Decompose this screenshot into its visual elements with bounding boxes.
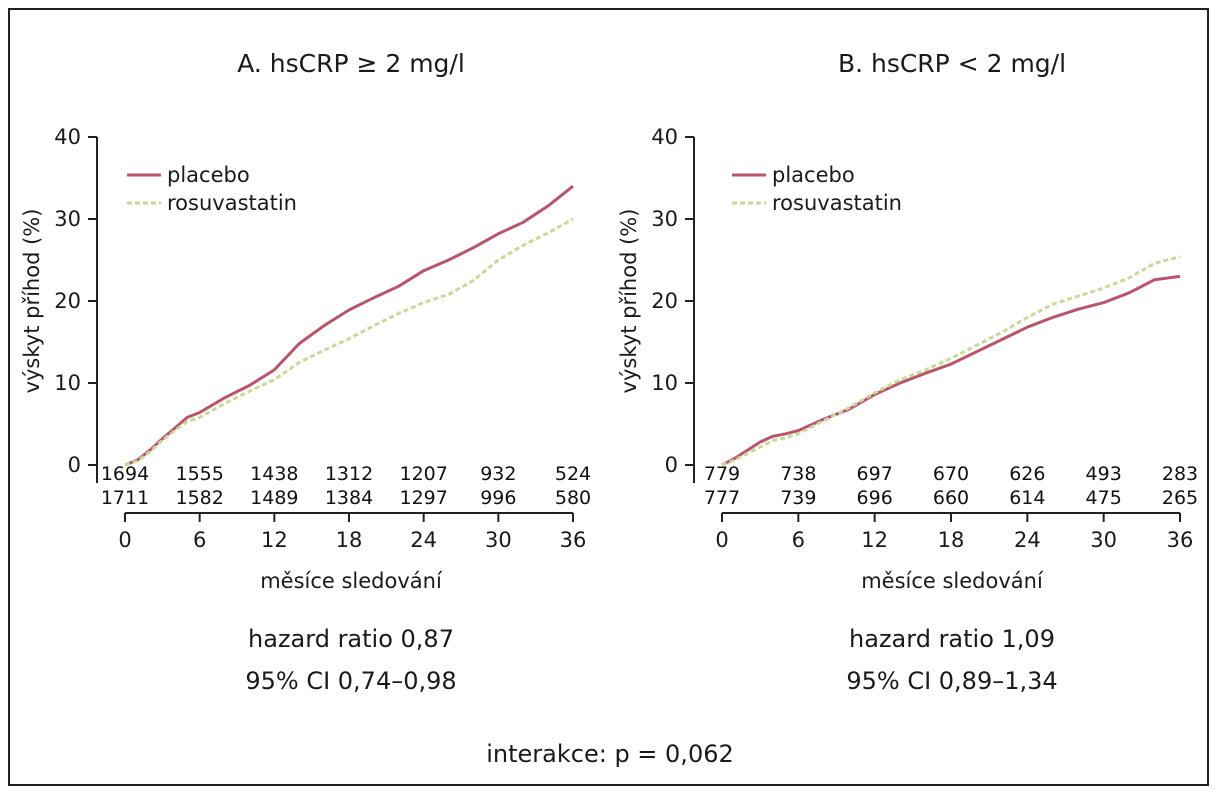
panel-b-y-tick-label: 20 <box>651 289 678 313</box>
panel-b-x-tick-label: 0 <box>715 528 728 552</box>
panel-a-series-rosuvastatin <box>124 217 574 467</box>
panel-a-x-tick-label: 18 <box>336 528 363 552</box>
panel-b-x-axis-label: měsíce sledování <box>861 569 1044 593</box>
panel-b-y-tick-label: 30 <box>651 207 678 231</box>
panel-a-x-tick-label: 30 <box>485 528 512 552</box>
panel-a-legend-label-placebo: placebo <box>167 163 250 187</box>
panel-a-risk-rosuvastatin: 1489 <box>250 487 298 509</box>
panel-b-series-rosuvastatin <box>721 255 1181 467</box>
panel-a-risk-placebo: 932 <box>480 463 516 485</box>
panel-a-risk-rosuvastatin: 1582 <box>175 487 223 509</box>
panel-b-risk-placebo: 697 <box>857 463 893 485</box>
panel-b-y-tick-label: 0 <box>665 453 678 477</box>
figure-frame <box>8 8 1209 786</box>
panel-b-confidence-interval: 95% CI 0,89–1,34 <box>846 667 1057 695</box>
panel-b-y-tick-label: 40 <box>651 125 678 149</box>
panel-a-series-placebo <box>124 185 574 467</box>
panel-b-x-tick-label: 18 <box>938 528 965 552</box>
panel-a-risk-placebo: 1555 <box>175 463 223 485</box>
panel-a-risk-placebo: 1207 <box>399 463 447 485</box>
panel-a-y-tick-label: 10 <box>54 371 81 395</box>
panel-b-risk-rosuvastatin: 739 <box>780 487 816 509</box>
panel-a: A. hsCRP ≥ 2 mg/l 0 10 20 30 40 0 6 12 18 24 30 36 mě… <box>20 49 591 695</box>
panel-b-x-tick-label: 6 <box>792 528 805 552</box>
panel-a-risk-placebo: 1438 <box>250 463 298 485</box>
panel-b-risk-rosuvastatin: 265 <box>1162 487 1198 509</box>
panel-a-title: A. hsCRP ≥ 2 mg/l <box>237 49 465 78</box>
panel-b-series-placebo <box>721 274 1181 467</box>
panel-b-risk-rosuvastatin: 660 <box>933 487 969 509</box>
panel-a-hazard-ratio: hazard ratio 0,87 <box>248 625 454 653</box>
panel-b-y-tick-label: 10 <box>651 371 678 395</box>
panel-b-legend-label-placebo: placebo <box>772 163 855 187</box>
panel-b-legend-label-rosuvastatin: rosuvastatin <box>772 191 902 215</box>
panel-a-risk-rosuvastatin: 1711 <box>101 487 149 509</box>
panel-a-x-axis-label: měsíce sledování <box>260 569 443 593</box>
panel-b-x-tick-label: 12 <box>861 528 888 552</box>
panel-b-risk-placebo: 283 <box>1162 463 1198 485</box>
panel-a-y-tick-label: 30 <box>54 207 81 231</box>
panel-b: B. hsCRP < 2 mg/l 0 10 20 30 40 0 6 12 18 24 30 36 mě… <box>617 49 1198 695</box>
panel-a-risk-rosuvastatin: 996 <box>480 487 516 509</box>
panel-b-risk-placebo: 626 <box>1009 463 1045 485</box>
panel-a-x-tick-label: 6 <box>193 528 206 552</box>
panel-b-x-tick-label: 30 <box>1090 528 1117 552</box>
panel-a-risk-rosuvastatin: 1297 <box>399 487 447 509</box>
panel-a-x-tick-label: 12 <box>261 528 288 552</box>
panel-a-y-tick-label: 40 <box>54 125 81 149</box>
panel-b-x-tick-label: 24 <box>1014 528 1041 552</box>
panel-b-risk-rosuvastatin: 614 <box>1009 487 1045 509</box>
interaction-p-value: interakce: p = 0,062 <box>486 740 734 768</box>
panel-b-risk-rosuvastatin: 696 <box>857 487 893 509</box>
panel-a-risk-rosuvastatin: 580 <box>555 487 591 509</box>
panel-a-y-tick-label: 0 <box>68 453 81 477</box>
panel-b-risk-placebo: 779 <box>704 463 740 485</box>
panel-a-y-axis-label: výskyt příhod (%) <box>20 209 44 394</box>
panel-a-x-tick-label: 36 <box>560 528 587 552</box>
panel-b-risk-rosuvastatin: 475 <box>1086 487 1122 509</box>
panel-b-y-axis-label: výskyt příhod (%) <box>617 209 641 394</box>
panel-a-x-tick-label: 24 <box>410 528 437 552</box>
panel-b-risk-placebo: 670 <box>933 463 969 485</box>
panel-a-risk-rosuvastatin: 1384 <box>325 487 373 509</box>
panel-b-risk-placebo: 738 <box>780 463 816 485</box>
panel-b-risk-rosuvastatin: 777 <box>704 487 740 509</box>
panel-a-y-tick-label: 20 <box>54 289 81 313</box>
panel-a-confidence-interval: 95% CI 0,74–0,98 <box>245 667 456 695</box>
panel-a-risk-placebo: 1694 <box>101 463 149 485</box>
panel-b-hazard-ratio: hazard ratio 1,09 <box>849 625 1055 653</box>
panel-a-risk-placebo: 524 <box>555 463 591 485</box>
panel-a-legend-label-rosuvastatin: rosuvastatin <box>167 191 297 215</box>
panel-b-x-tick-label: 36 <box>1167 528 1194 552</box>
panel-b-title: B. hsCRP < 2 mg/l <box>838 49 1066 78</box>
panel-b-risk-placebo: 493 <box>1086 463 1122 485</box>
panel-a-x-tick-label: 0 <box>118 528 131 552</box>
panel-a-risk-placebo: 1312 <box>325 463 373 485</box>
